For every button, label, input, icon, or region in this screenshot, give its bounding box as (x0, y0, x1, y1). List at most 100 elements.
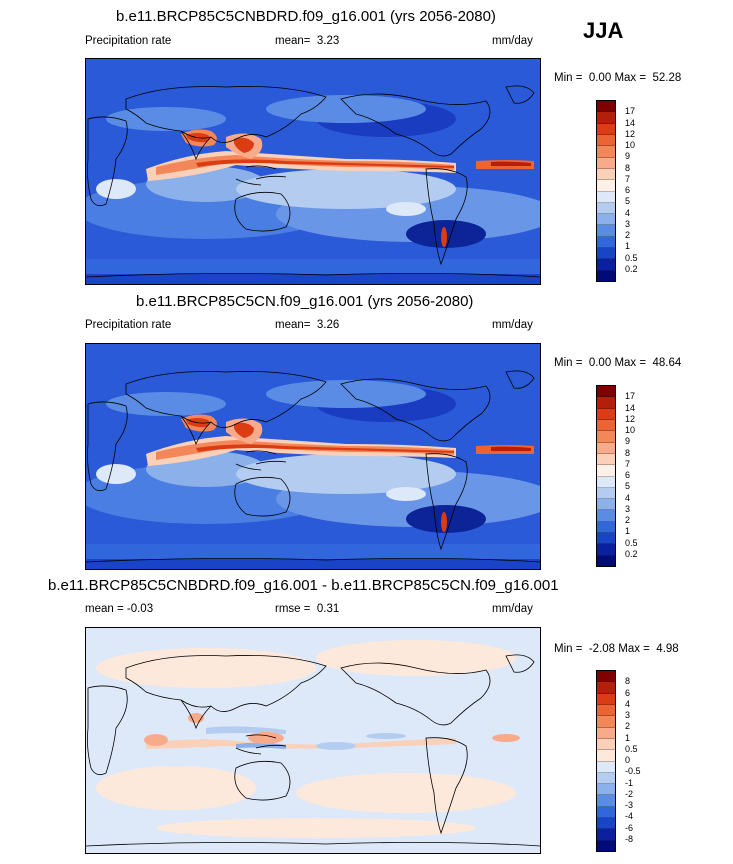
colorbar-tick-label: 7 (625, 173, 631, 184)
colorbar-swatch (597, 202, 615, 215)
colorbar-swatch (597, 419, 615, 432)
colorbar-tick-label: 3 (625, 503, 631, 514)
colorbar-tick-label: 5 (625, 481, 631, 492)
colorbar-tick-label: 10 (625, 425, 636, 435)
colorbar-tick-label: 3 (625, 710, 631, 720)
colorbar-tick-label: 8 (625, 162, 631, 173)
colorbar-swatch (597, 408, 615, 420)
colorbar-tick-label: -0.5 (625, 766, 641, 777)
colorbar-tick-label: 1 (625, 241, 631, 252)
colorbar-tick-label: 10 (625, 140, 636, 150)
colorbar-tick-label: 12 (625, 413, 636, 424)
panel1-mean: mean= 3.23 (275, 35, 340, 47)
colorbar-swatch (597, 840, 615, 851)
panel1-units: mm/day (492, 35, 533, 47)
colorbar-swatch (597, 499, 615, 511)
colorbar-tick-label: 4 (625, 207, 631, 218)
colorbar-swatch (597, 727, 615, 739)
colorbar-tick-label: -4 (625, 811, 634, 822)
colorbar-swatch (597, 397, 615, 409)
colorbar-swatch (597, 682, 615, 694)
colorbar-tick-label: 0 (625, 755, 631, 765)
colorbar-tick-label: 2 (625, 515, 631, 525)
colorbar-swatch (597, 191, 615, 203)
panel3-difference-map (85, 627, 541, 854)
colorbar-swatch (597, 784, 615, 796)
panel3-colorbar (596, 670, 616, 852)
colorbar-tick-label: 14 (625, 117, 636, 128)
colorbar-tick-label: 12 (625, 128, 636, 139)
colorbar-swatch (597, 510, 615, 522)
colorbar-tick-label: 6 (625, 185, 631, 195)
colorbar-tick-label: 0.2 (625, 263, 638, 274)
colorbar-swatch (597, 521, 615, 534)
colorbar-tick-label: -6 (625, 822, 634, 833)
panel3-rmse: rmse = 0.31 (275, 603, 340, 615)
colorbar-swatch (597, 772, 615, 785)
colorbar-swatch (597, 134, 615, 147)
colorbar-swatch (597, 829, 615, 841)
colorbar-tick-label: 17 (625, 106, 636, 117)
colorbar-swatch (597, 259, 615, 271)
colorbar-tick-label: 4 (625, 698, 631, 709)
colorbar-swatch (597, 214, 615, 226)
colorbar-tick-label: 9 (625, 436, 631, 447)
colorbar-swatch (597, 533, 615, 545)
panel1-minmax: Min = 0.00 Max = 52.28 (554, 72, 682, 84)
colorbar-tick-label: 0.5 (625, 252, 638, 263)
colorbar-swatch (597, 487, 615, 500)
panel3-minmax: Min = -2.08 Max = 4.98 (554, 643, 679, 655)
panel2-variable-label: Precipitation rate (85, 319, 172, 331)
colorbar-tick-label: -3 (625, 800, 634, 810)
colorbar-swatch (597, 123, 615, 135)
season-label: JJA (583, 18, 624, 43)
colorbar-tick-label: 17 (625, 391, 636, 402)
colorbar-swatch (597, 386, 615, 398)
colorbar-tick-label: -1 (625, 777, 634, 788)
colorbar-swatch (597, 270, 615, 281)
colorbar-tick-label: 6 (625, 687, 631, 698)
colorbar-swatch (597, 476, 615, 488)
colorbar-swatch (597, 225, 615, 237)
colorbar-swatch (597, 442, 615, 454)
colorbar-tick-label: 0.5 (625, 743, 638, 754)
colorbar-swatch (597, 761, 615, 773)
colorbar-tick-label: 6 (625, 470, 631, 480)
colorbar-swatch (597, 146, 615, 158)
colorbar-swatch (597, 693, 615, 705)
colorbar-swatch (597, 806, 615, 819)
colorbar-tick-label: 2 (625, 230, 631, 240)
panel3-mean: mean = -0.03 (85, 603, 154, 615)
colorbar-tick-label: 3 (625, 218, 631, 229)
colorbar-swatch (597, 168, 615, 181)
panel1-precip-map (85, 58, 541, 285)
colorbar-tick-label: -2 (625, 788, 634, 799)
colorbar-swatch (597, 101, 615, 113)
colorbar-tick-label: 7 (625, 458, 631, 469)
colorbar-swatch (597, 716, 615, 728)
panel2-title: b.e11.BRCP85C5CN.f09_g16.001 (yrs 2056-2… (136, 293, 474, 310)
colorbar-swatch (597, 236, 615, 249)
colorbar-swatch (597, 157, 615, 169)
colorbar-tick-label: 1 (625, 526, 631, 537)
panel2-minmax: Min = 0.00 Max = 48.64 (554, 357, 682, 369)
colorbar-swatch (597, 750, 615, 762)
panel1-variable-label: Precipitation rate (85, 35, 172, 47)
colorbar-swatch (597, 248, 615, 260)
colorbar-swatch (597, 112, 615, 124)
colorbar-tick-label: 8 (625, 447, 631, 458)
panel3-title: b.e11.BRCP85C5CNBDRD.f09_g16.001 - b.e11… (48, 577, 559, 594)
colorbar-tick-label: 14 (625, 402, 636, 413)
colorbar-tick-label: 4 (625, 492, 631, 503)
panel3-units: mm/day (492, 603, 533, 615)
panel2-units: mm/day (492, 319, 533, 331)
colorbar-swatch (597, 738, 615, 751)
panel1-title: b.e11.BRCP85C5CNBDRD.f09_g16.001 (yrs 20… (116, 8, 496, 25)
colorbar-swatch (597, 818, 615, 830)
colorbar-tick-label: 8 (625, 676, 631, 687)
colorbar-swatch (597, 671, 615, 683)
colorbar-tick-label: 2 (625, 721, 631, 732)
colorbar-tick-label: 1 (625, 732, 631, 743)
colorbar-tick-label: 0.5 (625, 537, 638, 548)
colorbar-swatch (597, 453, 615, 466)
